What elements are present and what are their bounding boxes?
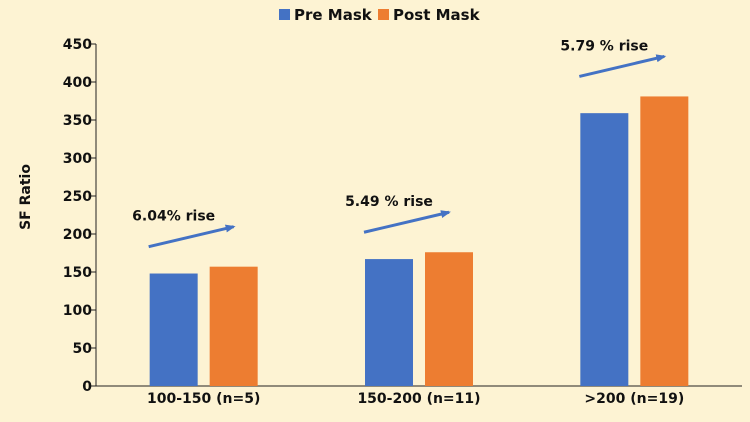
y-tick-label: 300 [63,151,92,167]
x-tick-label: 100-150 (n=5) [147,391,260,407]
rise-annotation: 6.04% rise [132,209,215,225]
y-tick-label: 200 [63,227,92,243]
y-tick-label: 100 [63,303,92,319]
bars [149,96,689,386]
rise-annotation: 5.49 % rise [345,194,433,210]
x-tick-labels: 100-150 (n=5) 150-200 (n=11) >200 (n=19) [147,391,684,407]
y-tick-label: 450 [63,37,92,53]
legend-swatch-post-mask [378,9,389,20]
y-tick-label: 250 [63,189,92,205]
y-tick-label: 150 [63,265,92,281]
bar-post-mask [640,96,689,386]
bar-post-mask [425,252,473,386]
bar-pre-mask [149,273,198,386]
x-tick-label: >200 (n=19) [584,391,684,407]
rise-annotation: 5.79 % rise [560,38,648,54]
bar-pre-mask [365,259,413,386]
legend-swatch-pre-mask [279,9,290,20]
bar-post-mask [209,266,258,386]
y-axis-title: SF Ratio [18,164,34,230]
y-tick-label: 400 [63,75,92,91]
x-tick-label: 150-200 (n=11) [357,391,480,407]
rise-arrow [148,224,236,249]
legend-label-pre-mask: Pre Mask [294,6,373,24]
legend: Pre Mask Post Mask [279,6,481,24]
rise-arrow [578,54,667,78]
y-ticks: 0 50 100 150 200 250 300 350 400 450 [63,37,96,395]
y-tick-label: 350 [63,113,92,129]
y-tick-label: 0 [82,379,92,395]
legend-label-post-mask: Post Mask [393,6,481,24]
bar-pre-mask [580,113,629,386]
annotations: 6.04% rise 5.49 % rise 5.79 % rise [132,38,667,249]
y-tick-label: 50 [73,341,93,357]
rise-arrow [363,210,451,234]
